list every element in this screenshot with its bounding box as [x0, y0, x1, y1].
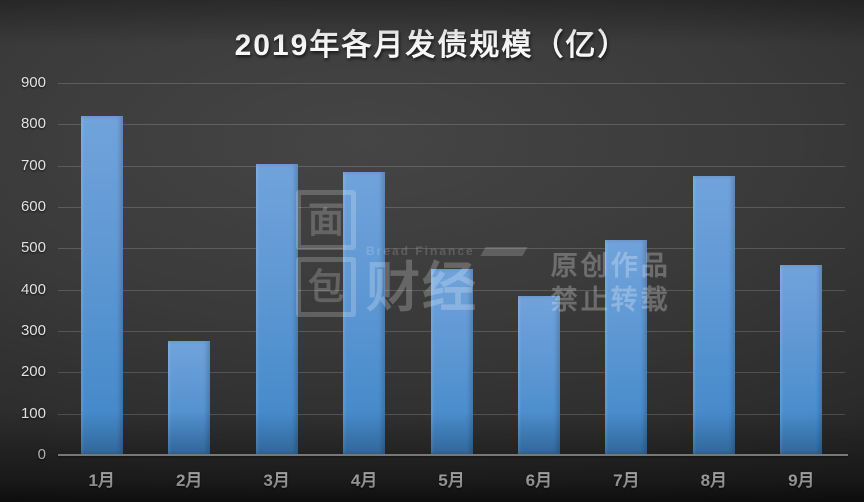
bar-2月 [168, 341, 211, 454]
chart-title: 2019年各月发债规模（亿） [234, 29, 630, 62]
gridline-600 [58, 207, 845, 208]
bar-1月 [80, 116, 123, 454]
x-axis-label-3月: 3月 [263, 471, 290, 490]
y-axis-label-500: 500 [20, 239, 46, 257]
y-axis-label-900: 900 [20, 74, 46, 91]
x-axis-label-1月: 1月 [88, 471, 115, 490]
bar-4月 [343, 171, 386, 454]
x-axis-label-7月: 7月 [613, 471, 640, 490]
x-axis-label-2月: 2月 [175, 471, 203, 490]
x-axis-label-4月: 4月 [350, 471, 378, 490]
y-axis-label-200: 200 [20, 363, 46, 381]
y-axis-label-100: 100 [20, 404, 46, 422]
y-axis-label-300: 300 [20, 322, 46, 339]
bar-7月 [605, 240, 648, 454]
y-axis-label-800: 800 [20, 115, 46, 133]
x-axis-line [58, 454, 848, 456]
gridline-500 [58, 248, 845, 250]
gridline-700 [58, 165, 845, 167]
x-axis-label-6月: 6月 [525, 471, 553, 490]
y-axis-label-700: 700 [20, 156, 46, 174]
y-axis-label-400: 400 [20, 280, 46, 298]
x-axis-label-8月: 8月 [700, 471, 728, 490]
y-axis-label-0: 0 [37, 446, 46, 463]
gridline-800 [58, 124, 845, 126]
bar-8月 [692, 176, 735, 454]
bar-6月 [517, 295, 560, 454]
x-axis-label-5月: 5月 [438, 471, 465, 490]
bar-3月 [255, 163, 298, 454]
bar-5月 [430, 269, 473, 454]
gridline-900 [58, 83, 845, 84]
bar-9月 [780, 264, 823, 454]
x-axis-label-9月: 9月 [788, 471, 815, 490]
y-axis-label-600: 600 [20, 198, 46, 215]
